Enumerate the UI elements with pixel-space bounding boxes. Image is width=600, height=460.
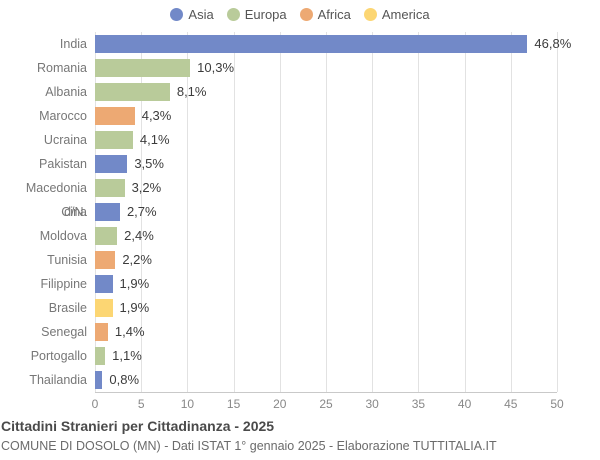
- value-label-senegal: 1,4%: [114, 324, 145, 339]
- gridline-30: [372, 32, 374, 392]
- gridline-5: [141, 32, 143, 392]
- legend-label: Africa: [317, 7, 351, 22]
- category-label-india: India: [59, 37, 87, 51]
- legend-item-asia: Asia: [170, 7, 214, 22]
- category-label-marocco: Marocco: [39, 109, 87, 123]
- x-tick-label-20: 20: [273, 397, 287, 411]
- category-label-brasile: Brasile: [48, 301, 87, 315]
- category-label-ucraina: Ucraina: [43, 133, 87, 147]
- value-label-marocco: 4,3%: [141, 108, 172, 123]
- gridline-15: [233, 32, 235, 392]
- bar-thailandia: [95, 371, 103, 389]
- category-label-pakistan: Pakistan: [39, 157, 87, 171]
- value-label-brasile: 1,9%: [119, 300, 150, 315]
- bar-senegal: [95, 323, 108, 341]
- gridline-10: [187, 32, 189, 392]
- category-label-portogallo: Portogallo: [30, 349, 87, 363]
- value-label-india: 46,8%: [534, 36, 572, 51]
- value-label-romania: 10,3%: [197, 60, 235, 75]
- legend-item-america: America: [363, 7, 430, 22]
- value-label-moldova: 2,4%: [124, 228, 154, 243]
- x-tick-label-35: 35: [411, 397, 426, 411]
- category-label-albania: Albania: [45, 85, 87, 99]
- bar-pakistan: [95, 155, 128, 173]
- x-tick-label-45: 45: [504, 397, 518, 411]
- x-tick-label-0: 0: [91, 397, 99, 411]
- chart-subtitle: COMUNE DI DOSOLO (MN) - Dati ISTAT 1° ge…: [1, 439, 497, 453]
- bar-cina: [95, 203, 120, 221]
- x-tick-label-30: 30: [365, 397, 379, 411]
- legend-label: Asia: [188, 7, 214, 22]
- value-label-filippine: 1,9%: [119, 276, 150, 291]
- legend-dot-europa: [226, 8, 240, 21]
- bar-ucraina: [95, 131, 133, 149]
- category-label-thailandia: Thailandia: [29, 373, 87, 387]
- gridline-45: [510, 32, 512, 392]
- value-label-portogallo: 1,1%: [112, 348, 142, 363]
- x-tick-label-25: 25: [319, 397, 333, 411]
- category-label-romania: Romania: [36, 61, 87, 75]
- value-label-cina: 2,7%: [126, 204, 157, 219]
- category-label-moldova: Moldova: [39, 229, 87, 243]
- bar-macedonia-d-n: [95, 179, 125, 197]
- gridline-25: [326, 32, 327, 392]
- bar-india: [95, 35, 528, 53]
- x-tick-label-15: 15: [226, 397, 241, 411]
- value-label-thailandia: 0,8%: [109, 372, 140, 387]
- legend-dot-africa: [299, 8, 313, 21]
- bar-portogallo: [95, 347, 106, 365]
- bar-filippine: [95, 275, 113, 293]
- x-tick-label-40: 40: [457, 397, 472, 411]
- x-tick-label-10: 10: [180, 397, 195, 411]
- value-label-macedonia-d-n: 3,2%: [131, 180, 162, 195]
- legend-dot-america: [363, 8, 377, 21]
- x-tick-label-50: 50: [550, 397, 564, 411]
- legend-item-europa: Europa: [226, 7, 287, 22]
- category-label-tunisia: Tunisia: [47, 253, 87, 267]
- bar-albania: [95, 83, 170, 101]
- value-label-tunisia: 2,2%: [122, 252, 152, 267]
- gridline-40: [464, 32, 466, 392]
- value-label-ucraina: 4,1%: [139, 132, 170, 147]
- category-label-macedonia-d-n: Macedonia d/N.: [25, 181, 87, 219]
- legend-item-africa: Africa: [299, 7, 351, 22]
- category-label-cina: Cina: [61, 205, 87, 219]
- legend-label: America: [381, 7, 430, 22]
- bar-marocco: [95, 107, 135, 125]
- legend: Asia Europa Africa America: [0, 7, 600, 22]
- bar-brasile: [95, 299, 113, 317]
- legend-label: Europa: [244, 7, 287, 22]
- x-tick-label-5: 5: [137, 397, 145, 411]
- bar-romania: [95, 59, 191, 77]
- category-label-filippine: Filippine: [40, 277, 87, 291]
- legend-dot-asia: [170, 8, 184, 21]
- chart-title: Cittadini Stranieri per Cittadinanza - 2…: [1, 418, 275, 434]
- gridline-35: [418, 32, 420, 392]
- value-label-albania: 8,1%: [176, 84, 207, 99]
- value-label-pakistan: 3,5%: [134, 156, 164, 171]
- category-label-senegal: Senegal: [41, 325, 87, 339]
- gridline-20: [279, 32, 281, 392]
- bar-moldova: [95, 227, 118, 245]
- bar-tunisia: [95, 251, 116, 269]
- gridline-50: [557, 32, 558, 392]
